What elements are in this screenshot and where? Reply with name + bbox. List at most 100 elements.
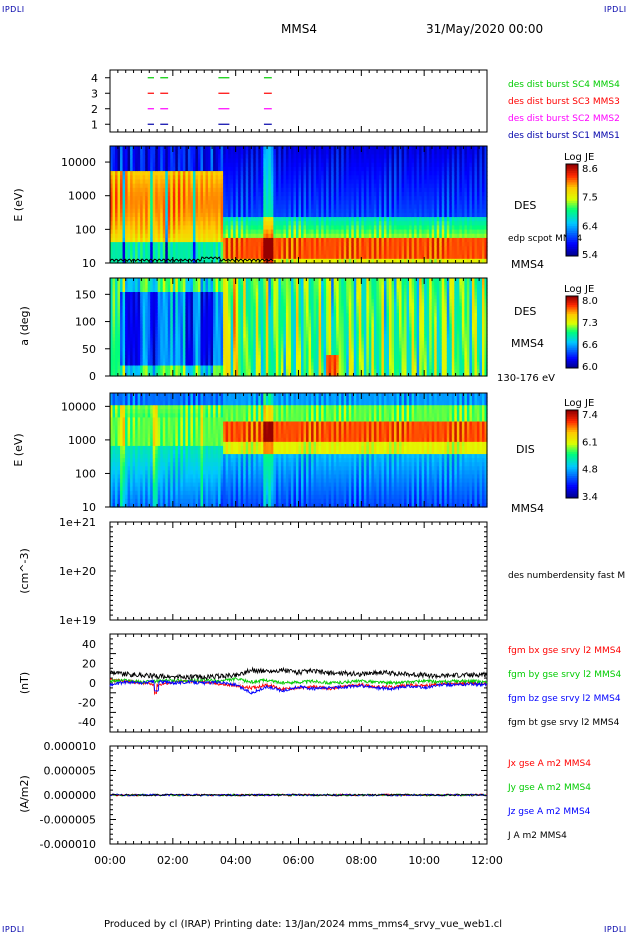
spectrogram-cell	[240, 179, 244, 185]
spectrogram-cell	[215, 212, 219, 218]
spectrogram-cell	[218, 212, 222, 218]
spectrogram-cell	[127, 200, 131, 206]
spectrogram-cell	[147, 150, 151, 155]
spectrogram-cell	[132, 217, 136, 222]
spectrogram-cell	[162, 191, 166, 197]
spectrogram-cell	[115, 146, 119, 151]
spectrogram-cell	[225, 225, 229, 231]
spectrogram-cell	[235, 179, 239, 185]
spectrogram-cell	[205, 162, 209, 168]
spectrogram-cell	[147, 221, 151, 226]
spectrogram-cell	[240, 187, 244, 193]
spectrogram-cell	[167, 225, 171, 231]
spectrogram-cell	[187, 200, 192, 206]
spectrogram-cell	[182, 154, 186, 160]
spectrogram-cell	[260, 208, 264, 214]
spectrogram-cell	[137, 175, 141, 181]
spectrogram-cell	[150, 196, 154, 201]
spectrogram-cell	[268, 196, 272, 201]
spectrogram-cell	[202, 183, 207, 189]
spectrogram-cell	[125, 258, 129, 264]
spectrogram-cell	[255, 162, 259, 168]
spectrogram-cell	[162, 183, 166, 189]
spectrogram-cell	[250, 162, 254, 168]
spectrogram-cell	[197, 204, 202, 210]
spectrogram-cell	[230, 250, 234, 256]
spectrogram-cell	[268, 175, 272, 181]
spectrogram-cell	[195, 233, 199, 239]
spectrogram-cell	[132, 233, 136, 239]
spectrogram-cell	[265, 242, 269, 247]
spectrogram-cell	[210, 187, 214, 193]
spectrogram-cell	[142, 196, 146, 201]
spectrogram-cell	[167, 191, 171, 197]
spectrogram-cell	[255, 217, 259, 222]
spectrogram-cell	[112, 229, 116, 235]
spectrogram-cell	[117, 242, 121, 247]
spectrogram-cell	[182, 187, 186, 193]
spectrogram-cell	[110, 187, 114, 193]
spectrogram-cell	[185, 254, 189, 260]
spectrogram-cell	[182, 162, 186, 168]
spectrogram-cell	[130, 212, 134, 218]
spectrogram-cell	[162, 221, 166, 226]
spectrogram-cell	[125, 162, 129, 168]
spectrogram-cell	[172, 204, 176, 210]
spectrogram-cell	[117, 150, 121, 155]
spectrogram-cell	[187, 237, 192, 243]
spectrogram-cell	[140, 237, 144, 243]
spectrogram-cell	[110, 183, 114, 189]
spectrogram-cell	[150, 162, 154, 168]
spectrogram-cell	[160, 158, 164, 164]
spectrogram-cell	[202, 237, 207, 243]
spectrogram-cell	[220, 171, 224, 176]
spectrogram-cell	[213, 250, 217, 256]
spectrogram-cell	[120, 212, 124, 218]
spectrogram-cell	[110, 221, 114, 226]
spectrogram-cell	[230, 175, 234, 181]
spectrogram-cell	[135, 200, 139, 206]
spectrogram-cell	[182, 258, 186, 264]
spectrogram-cell	[233, 187, 237, 193]
des-energy-ytick-label: 100	[75, 223, 96, 236]
spectrogram-cell	[187, 258, 192, 264]
spectrogram-cell	[215, 154, 219, 160]
spectrogram-cell	[180, 175, 184, 181]
spectrogram-cell	[197, 225, 202, 231]
spectrogram-cell	[265, 166, 269, 172]
spectrogram-cell	[170, 212, 174, 218]
spectrogram-cell	[180, 162, 184, 168]
spectrogram-cell	[115, 150, 119, 155]
spectrogram-cell	[147, 162, 151, 168]
spectrogram-cell	[132, 229, 136, 235]
spectrogram-cell	[175, 233, 179, 239]
spectrogram-cell	[160, 237, 164, 243]
spectrogram-cell	[253, 162, 257, 168]
spectrogram-cell	[220, 246, 224, 252]
spectrogram-cell	[180, 246, 184, 252]
spectrogram-cell	[225, 146, 229, 151]
spectrogram-cell	[233, 196, 237, 201]
spectrogram-cell	[177, 229, 181, 235]
spectrogram-cell	[225, 212, 229, 218]
spectrogram-cell	[160, 196, 164, 201]
spectrogram-cell	[177, 246, 181, 252]
spectrogram-cell	[197, 237, 202, 243]
spectrogram-cell	[160, 212, 164, 218]
spectrogram-cell	[167, 162, 171, 168]
spectrogram-cell	[140, 229, 144, 235]
spectrogram-cell	[147, 158, 151, 164]
spectrogram-cell	[177, 237, 181, 243]
spectrogram-cell	[265, 171, 269, 176]
spectrogram-cell	[162, 166, 166, 172]
spectrogram-cell	[200, 204, 204, 210]
spectrogram-cell	[235, 191, 239, 197]
spectrogram-cell	[192, 158, 197, 164]
spectrogram-cell	[145, 171, 149, 176]
spectrogram-cell	[122, 183, 126, 189]
spectrogram-cell	[150, 175, 154, 181]
spectrogram-cell	[235, 212, 239, 218]
spectrogram-cell	[245, 246, 249, 252]
spectrogram-cell	[220, 154, 224, 160]
spectrogram-cell	[213, 237, 217, 243]
